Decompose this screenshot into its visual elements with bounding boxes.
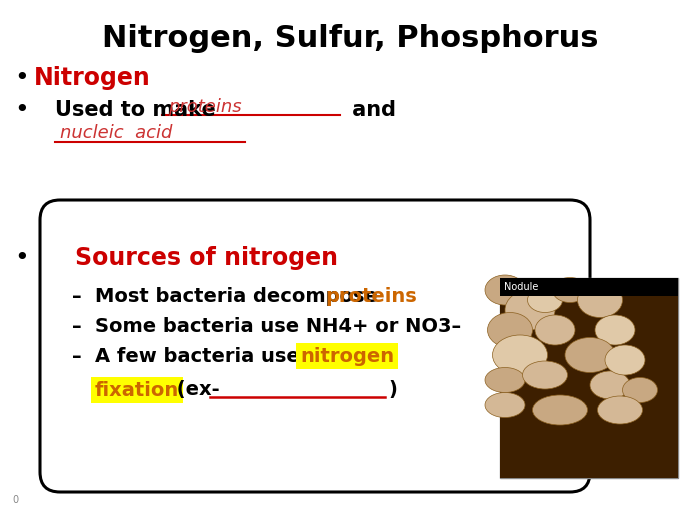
Ellipse shape [605, 345, 645, 375]
Ellipse shape [590, 371, 630, 399]
Text: ): ) [388, 381, 397, 400]
Text: Nitrogen: Nitrogen [34, 66, 150, 90]
Text: Some bacteria use NH4+ or NO3–: Some bacteria use NH4+ or NO3– [95, 317, 461, 335]
Text: (ex-: (ex- [170, 381, 220, 400]
Text: fixation: fixation [95, 381, 179, 400]
Text: Sources of nitrogen: Sources of nitrogen [75, 246, 338, 270]
Ellipse shape [565, 337, 615, 373]
Ellipse shape [578, 282, 622, 318]
Text: Used to make: Used to make [55, 100, 223, 120]
Ellipse shape [598, 396, 643, 424]
Ellipse shape [485, 392, 525, 417]
Text: and: and [345, 100, 396, 120]
Text: –: – [72, 347, 82, 365]
Ellipse shape [485, 275, 525, 305]
Text: •: • [14, 66, 29, 90]
Text: –: – [72, 317, 82, 335]
Text: Most bacteria decompose: Most bacteria decompose [95, 287, 384, 305]
Text: proteins: proteins [168, 98, 242, 116]
Ellipse shape [505, 290, 555, 330]
Ellipse shape [522, 361, 568, 389]
Text: –: – [72, 287, 82, 305]
Ellipse shape [535, 315, 575, 345]
Bar [500, 278, 678, 478]
Ellipse shape [533, 395, 587, 425]
Ellipse shape [493, 335, 547, 375]
Ellipse shape [552, 277, 587, 302]
Text: proteins: proteins [325, 287, 416, 305]
Bar [500, 278, 678, 478]
Text: Nodule: Nodule [504, 282, 538, 292]
Ellipse shape [595, 315, 635, 345]
Text: Nitrogen, Sulfur, Phosphorus: Nitrogen, Sulfur, Phosphorus [102, 23, 598, 52]
Text: nitrogen: nitrogen [300, 347, 394, 365]
Text: •: • [14, 246, 29, 270]
Ellipse shape [528, 288, 563, 313]
Bar [500, 278, 678, 296]
Ellipse shape [622, 378, 657, 403]
Text: •: • [14, 98, 29, 122]
Ellipse shape [487, 313, 533, 348]
Text: nucleic  acid: nucleic acid [60, 124, 172, 142]
Text: A few bacteria use N2 in: A few bacteria use N2 in [95, 347, 370, 365]
Ellipse shape [485, 367, 525, 392]
Text: 0: 0 [12, 495, 18, 505]
